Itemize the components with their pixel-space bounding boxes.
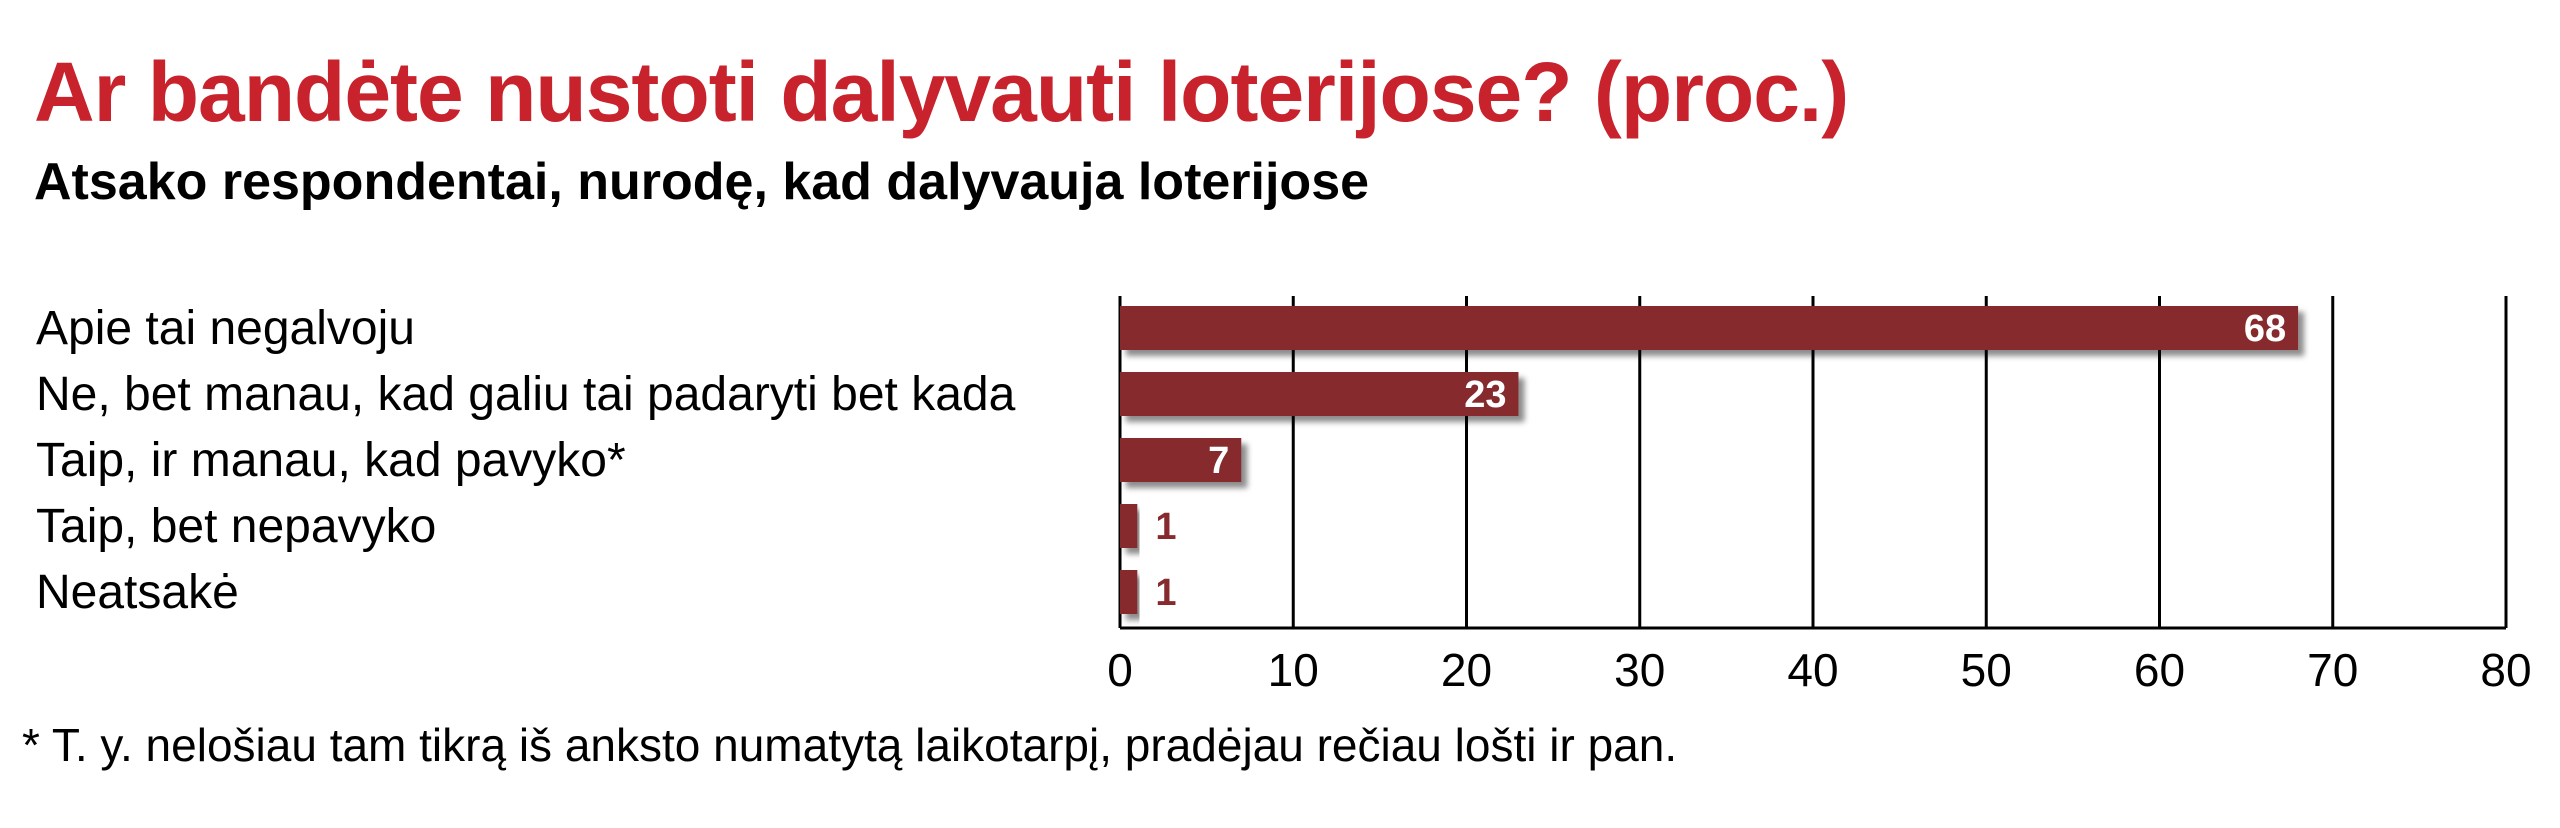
bar-3 [1120,504,1138,548]
category-label-1: Ne, bet manau, kad galiu tai padaryti be… [36,368,1016,421]
bar-2 [1120,438,1242,482]
bar-value-label-2: 7 [1208,440,1229,482]
category-labels: Apie tai negalvoju Ne, bet manau, kad gal… [36,302,1016,619]
bar-value-label-4: 1 [1155,572,1176,614]
x-tick-label-70: 70 [2307,644,2358,696]
x-tick-label-40: 40 [1787,644,1838,696]
grid-lines [1118,296,2508,628]
bar-value-label-0: 68 [2244,308,2286,350]
category-label-2: Taip, ir manau, kad pavyko* [36,434,626,487]
x-tick-label-20: 20 [1441,644,1492,696]
chart-title: Ar bandėte nustoti dalyvauti loterijose?… [34,45,1849,139]
x-tick-label-80: 80 [2480,644,2531,696]
x-tick-label-10: 10 [1268,644,1319,696]
bar-1 [1120,372,1519,416]
chart-subtitle: Atsako respondentai, nurodę, kad dalyvau… [34,153,1370,211]
category-label-3: Taip, bet nepavyko [36,500,436,553]
bar-value-label-1: 23 [1464,374,1506,416]
bar-0 [1120,306,2299,350]
x-axis: 0 10 20 30 40 50 60 70 80 [1107,626,2532,696]
category-label-0: Apie tai negalvoju [36,302,415,355]
x-tick-label-0: 0 [1107,644,1133,696]
category-label-4: Neatsakė [36,566,239,619]
footnote: * T. y. nelošiau tam tikrą iš anksto num… [22,719,1678,771]
x-tick-label-60: 60 [2134,644,2185,696]
bar-value-label-3: 1 [1155,506,1176,548]
x-tick-label-50: 50 [1961,644,2012,696]
x-tick-label-30: 30 [1614,644,1665,696]
bar-4 [1120,570,1138,614]
